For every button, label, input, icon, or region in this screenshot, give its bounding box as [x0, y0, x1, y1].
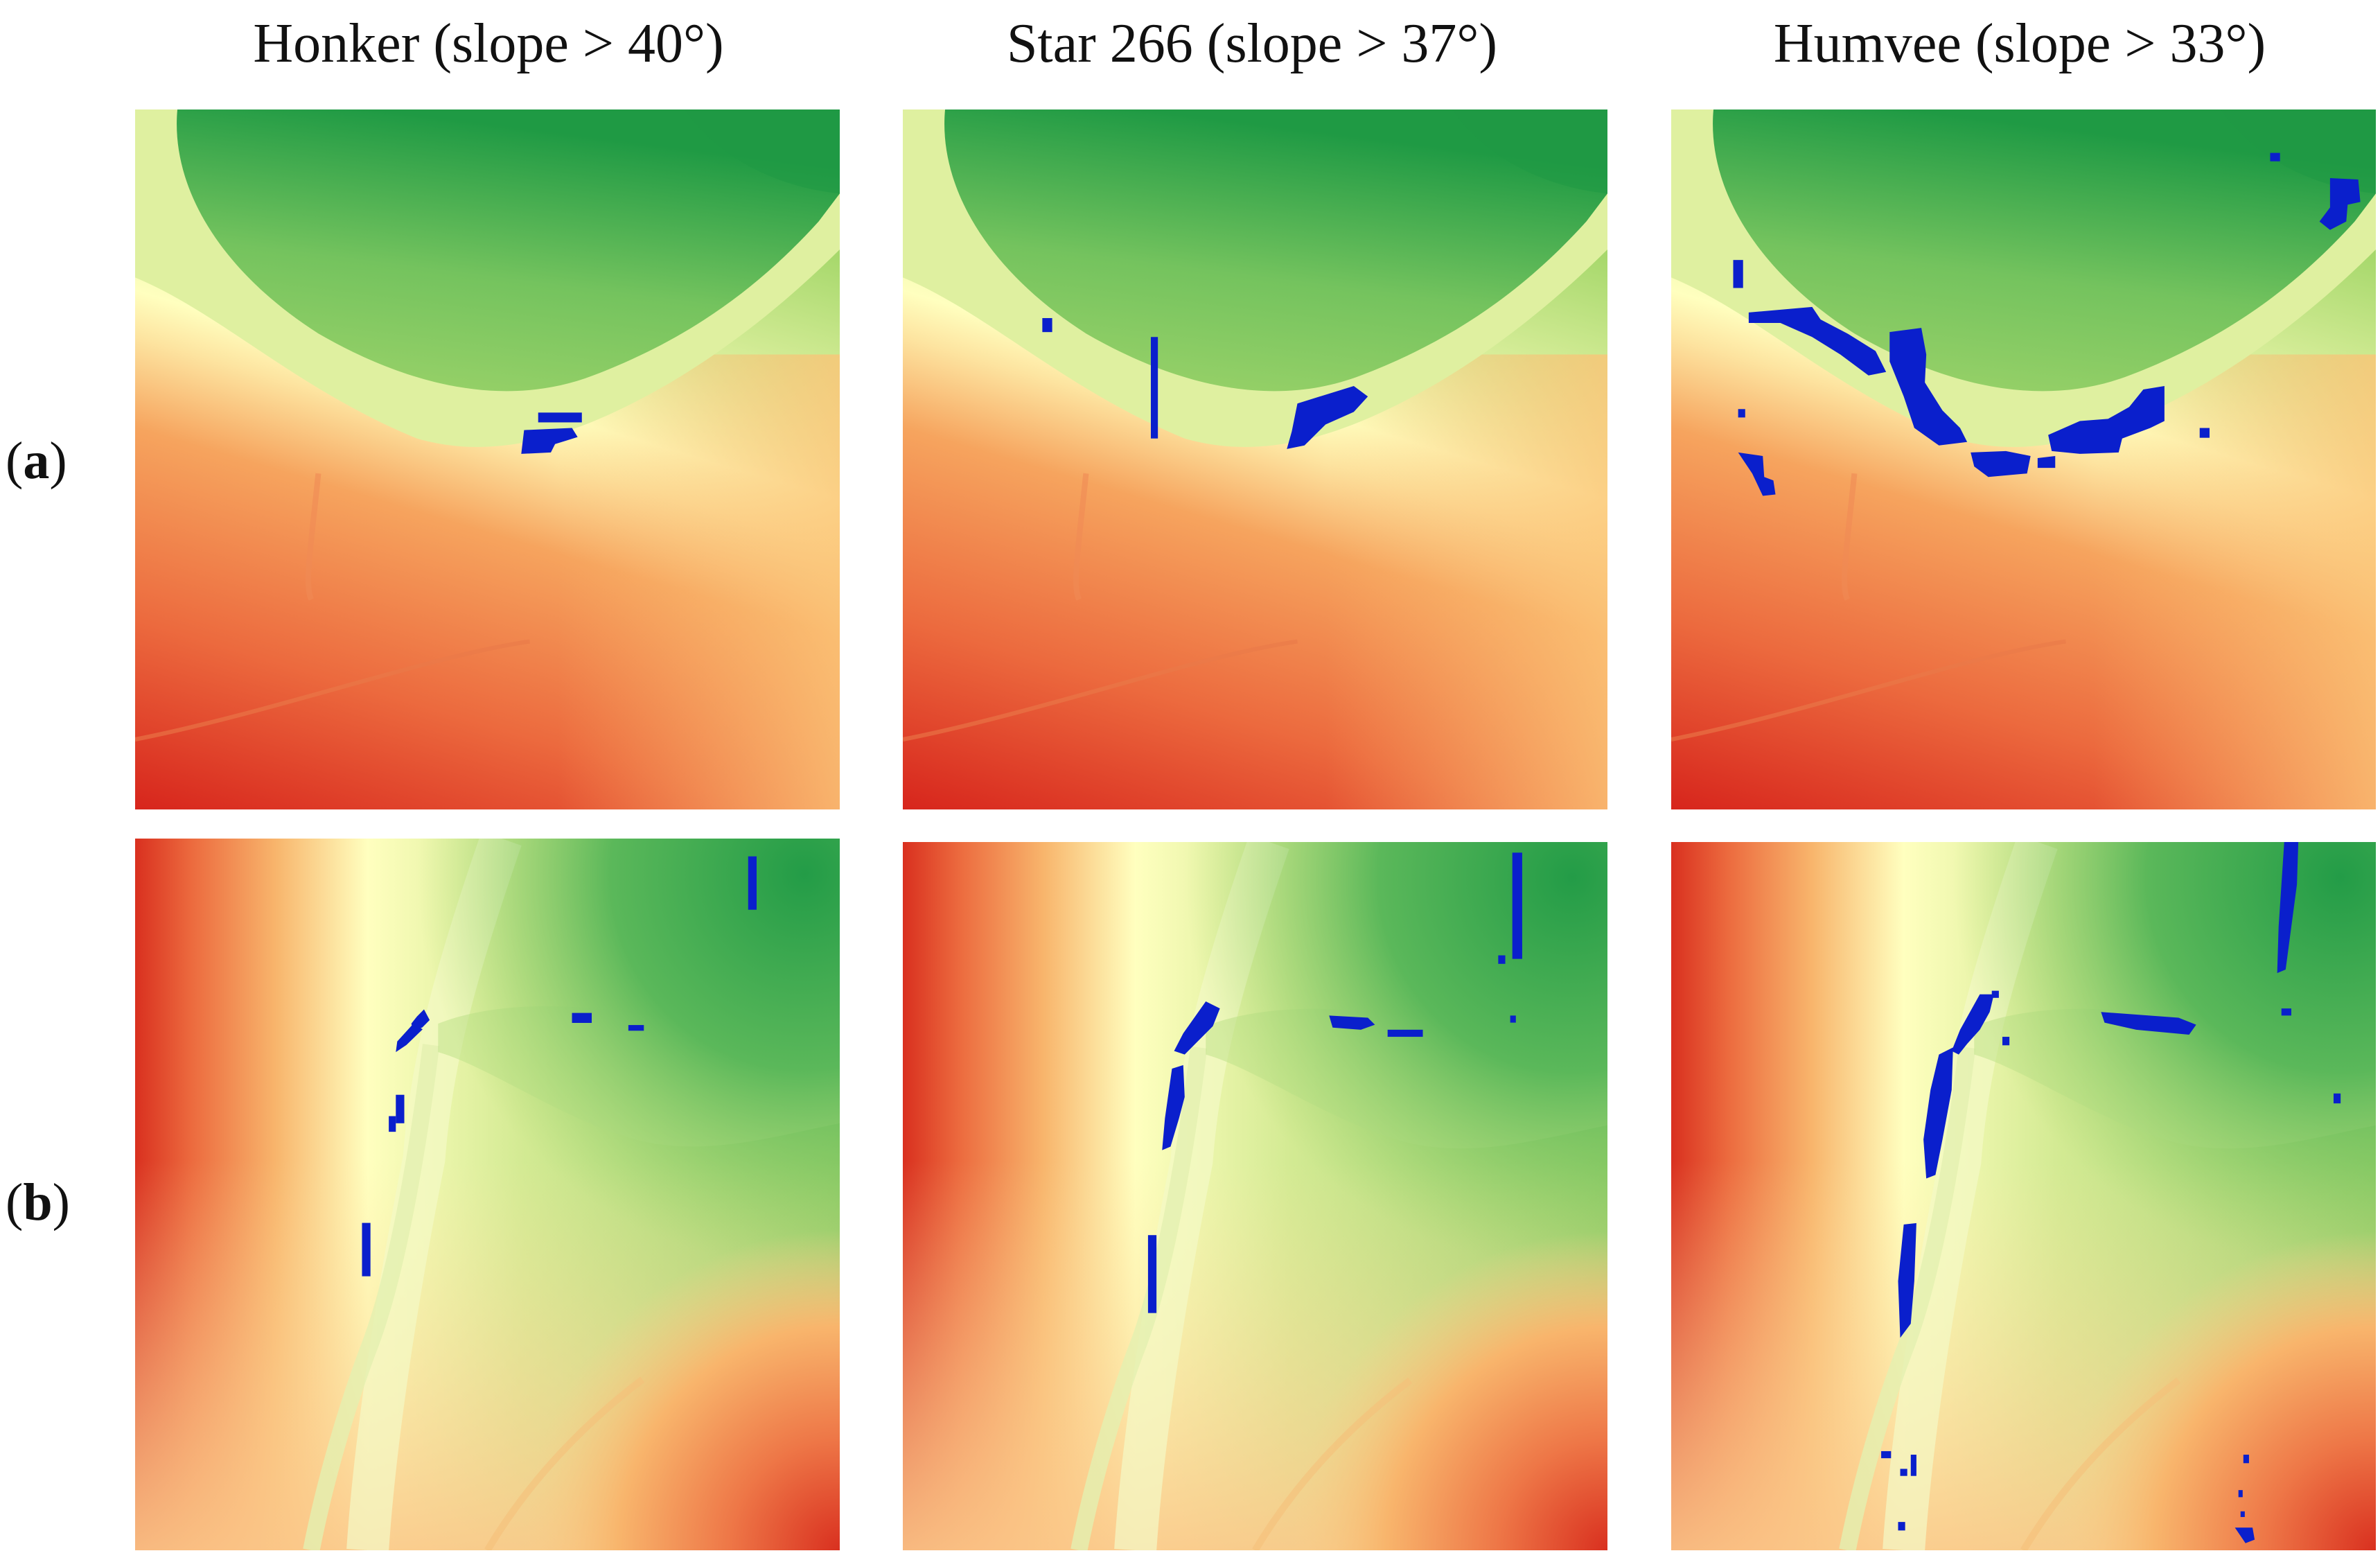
- row-label-b: (b): [6, 1173, 70, 1232]
- column-title-humvee: Humvee (slope > 33°): [1773, 13, 2266, 74]
- impassable-slope-patch: [1733, 152, 2361, 496]
- row-label-a: (a): [6, 432, 67, 490]
- impassable-slope-patch: [362, 856, 757, 1277]
- map-panel-b-humvee: [1671, 842, 2376, 1550]
- impassable-slope-patch: [1147, 852, 1522, 1313]
- impassable-slope-patch: [1042, 317, 1368, 449]
- map-panel-b-honker: [135, 839, 840, 1550]
- column-title-star266: Star 266 (slope > 37°): [1006, 13, 1498, 74]
- impassable-slope-patch: [521, 412, 582, 454]
- map-panel-a-star266: [903, 109, 1607, 809]
- column-title-honker: Honker (slope > 40°): [253, 13, 724, 74]
- map-panel-a-humvee: [1671, 109, 2376, 809]
- map-panel-b-star266: [903, 842, 1607, 1550]
- impassable-slope-patch: [1881, 842, 2341, 1543]
- map-panel-a-honker: [135, 109, 840, 809]
